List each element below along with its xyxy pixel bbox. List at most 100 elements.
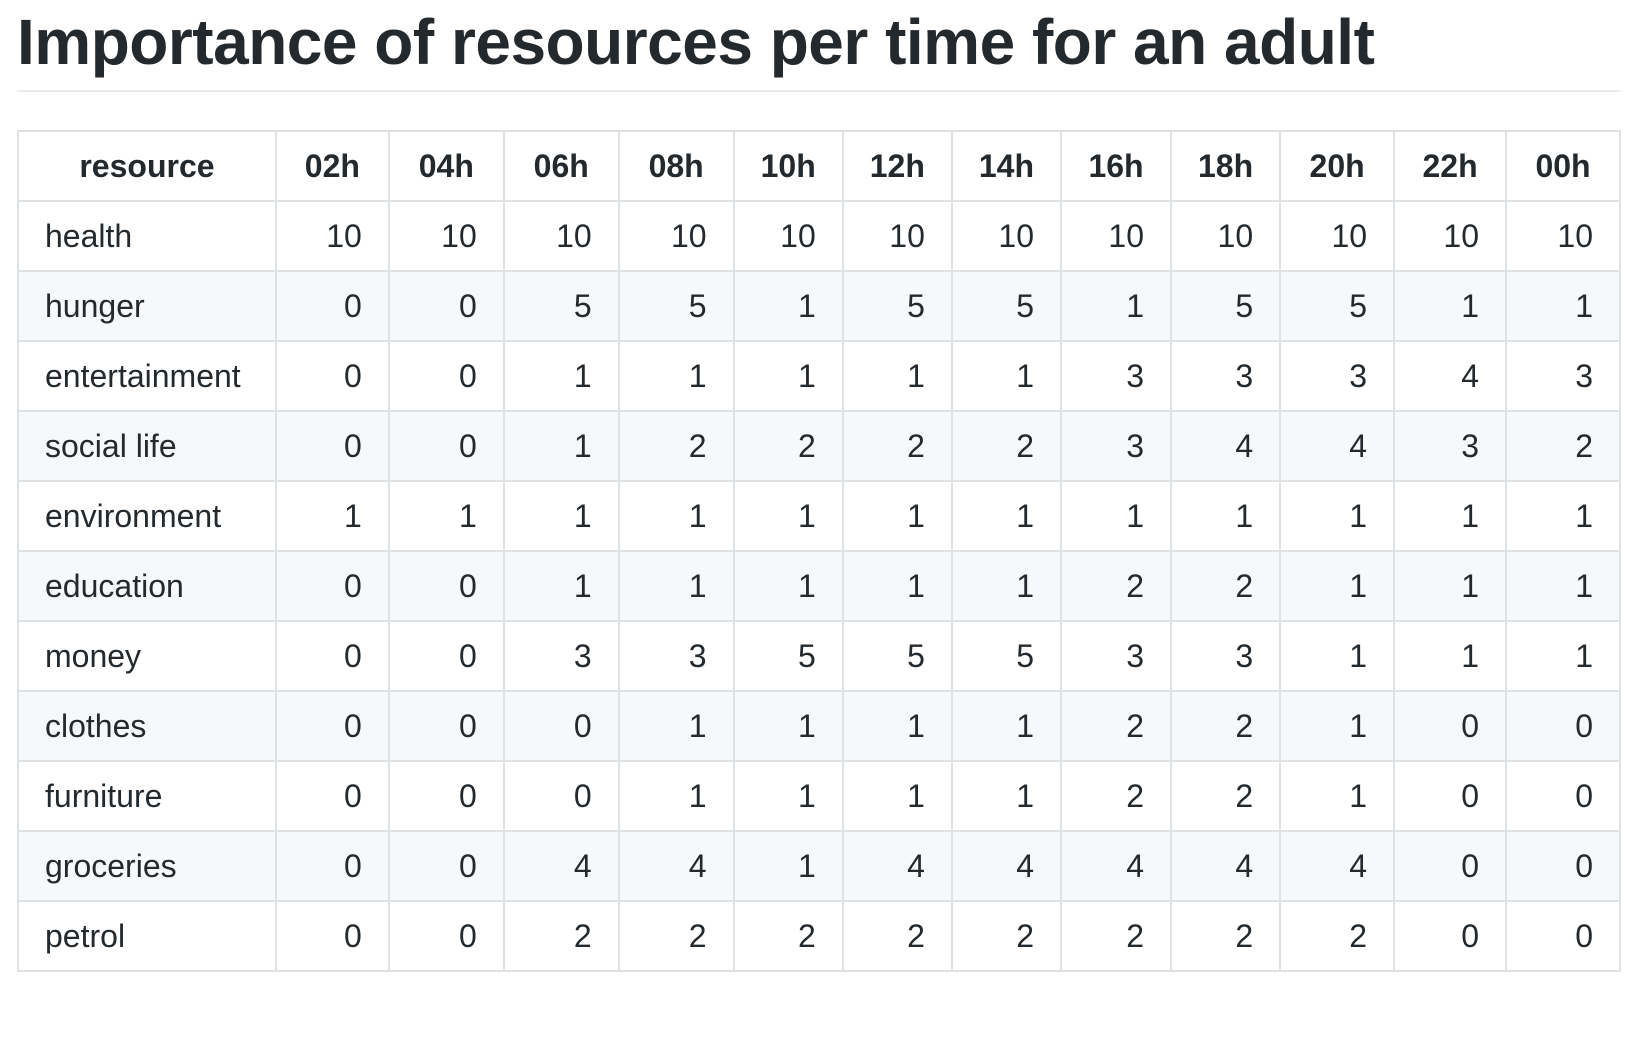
- importance-value-cell: 1: [502, 480, 620, 552]
- column-header-02h: 02h: [274, 130, 390, 202]
- importance-value-cell: 1: [841, 550, 953, 622]
- importance-value-cell: 5: [1169, 270, 1282, 342]
- importance-value-cell: 2: [732, 900, 844, 972]
- importance-value-cell: 1: [617, 340, 735, 412]
- importance-value-cell: 2: [1169, 900, 1282, 972]
- resource-name-cell: health: [17, 200, 277, 272]
- importance-value-cell: 1: [1060, 270, 1172, 342]
- column-header-00h: 00h: [1505, 130, 1621, 202]
- importance-value-cell: 1: [502, 550, 620, 622]
- table-row: furniture 0 0 0 1 1 1 1 2 2 1 0 0: [17, 760, 1621, 832]
- importance-value-cell: 4: [1169, 410, 1282, 482]
- column-header-08h: 08h: [617, 130, 735, 202]
- importance-value-cell: 0: [274, 760, 390, 832]
- importance-value-cell: 0: [274, 900, 390, 972]
- importance-value-cell: 5: [732, 620, 844, 692]
- importance-value-cell: 0: [274, 340, 390, 412]
- resource-name-cell: clothes: [17, 690, 277, 762]
- importance-value-cell: 0: [387, 760, 505, 832]
- table-body: health 10 10 10 10 10 10 10 10 10 10 10 10 hunger 0 0 5 5…: [17, 200, 1621, 972]
- page-title: Importance of resources per time for an …: [17, 0, 1621, 92]
- importance-value-cell: 1: [732, 760, 844, 832]
- importance-value-cell: 0: [387, 270, 505, 342]
- column-header-16h: 16h: [1060, 130, 1172, 202]
- importance-value-cell: 1: [1393, 270, 1508, 342]
- table-row: clothes 0 0 0 1 1 1 1 2 2 1 0 0: [17, 690, 1621, 762]
- importance-value-cell: 1: [502, 340, 620, 412]
- importance-value-cell: 1: [1393, 620, 1508, 692]
- resource-name-cell: groceries: [17, 830, 277, 902]
- importance-value-cell: 1: [1279, 480, 1396, 552]
- importance-value-cell: 0: [387, 620, 505, 692]
- table-row: social life 0 0 1 2 2 2 2 3 4 4 3 2: [17, 410, 1621, 482]
- importance-value-cell: 10: [841, 200, 953, 272]
- importance-value-cell: 2: [841, 410, 953, 482]
- table-row: entertainment 0 0 1 1 1 1 1 3 3 3 4 3: [17, 340, 1621, 412]
- importance-value-cell: 1: [1505, 480, 1621, 552]
- column-header-04h: 04h: [387, 130, 505, 202]
- document: Importance of resources per time for an …: [17, 0, 1621, 972]
- importance-value-cell: 1: [1393, 550, 1508, 622]
- importance-value-cell: 0: [274, 690, 390, 762]
- importance-value-cell: 3: [1393, 410, 1508, 482]
- importance-value-cell: 2: [1060, 900, 1172, 972]
- importance-value-cell: 4: [617, 830, 735, 902]
- column-header-18h: 18h: [1169, 130, 1282, 202]
- importance-value-cell: 1: [1505, 270, 1621, 342]
- importance-value-cell: 1: [732, 270, 844, 342]
- importance-value-cell: 1: [1279, 550, 1396, 622]
- table-row: health 10 10 10 10 10 10 10 10 10 10 10 10: [17, 200, 1621, 272]
- importance-value-cell: 1: [1505, 620, 1621, 692]
- importance-value-cell: 10: [950, 200, 1063, 272]
- importance-value-cell: 1: [1505, 550, 1621, 622]
- resource-name-cell: money: [17, 620, 277, 692]
- importance-value-cell: 3: [1169, 620, 1282, 692]
- importance-value-cell: 2: [502, 900, 620, 972]
- importance-value-cell: 1: [950, 690, 1063, 762]
- importance-value-cell: 0: [1393, 830, 1508, 902]
- importance-value-cell: 1: [950, 340, 1063, 412]
- table-row: money 0 0 3 3 5 5 5 3 3 1 1 1: [17, 620, 1621, 692]
- importance-value-cell: 2: [950, 900, 1063, 972]
- importance-value-cell: 1: [274, 480, 390, 552]
- importance-value-cell: 1: [841, 480, 953, 552]
- importance-value-cell: 1: [732, 690, 844, 762]
- importance-value-cell: 3: [1060, 620, 1172, 692]
- resource-name-cell: social life: [17, 410, 277, 482]
- importance-value-cell: 1: [841, 760, 953, 832]
- importance-value-cell: 0: [274, 550, 390, 622]
- importance-value-cell: 1: [950, 550, 1063, 622]
- importance-value-cell: 2: [617, 900, 735, 972]
- importance-value-cell: 2: [1060, 760, 1172, 832]
- importance-value-cell: 1: [617, 760, 735, 832]
- importance-value-cell: 3: [502, 620, 620, 692]
- importance-value-cell: 10: [1060, 200, 1172, 272]
- importance-value-cell: 2: [1169, 760, 1282, 832]
- importance-value-cell: 0: [387, 550, 505, 622]
- importance-value-cell: 0: [1505, 760, 1621, 832]
- importance-value-cell: 10: [1169, 200, 1282, 272]
- importance-value-cell: 2: [1505, 410, 1621, 482]
- importance-value-cell: 1: [617, 480, 735, 552]
- table-row: groceries 0 0 4 4 1 4 4 4 4 4 0 0: [17, 830, 1621, 902]
- table-row: hunger 0 0 5 5 1 5 5 1 5 5 1 1: [17, 270, 1621, 342]
- importance-value-cell: 2: [950, 410, 1063, 482]
- importance-value-cell: 3: [617, 620, 735, 692]
- importance-value-cell: 2: [1060, 550, 1172, 622]
- importance-value-cell: 10: [732, 200, 844, 272]
- column-header-06h: 06h: [502, 130, 620, 202]
- resource-name-cell: furniture: [17, 760, 277, 832]
- importance-value-cell: 1: [1393, 480, 1508, 552]
- importance-value-cell: 0: [1505, 690, 1621, 762]
- importance-value-cell: 0: [387, 900, 505, 972]
- importance-value-cell: 1: [617, 550, 735, 622]
- importance-value-cell: 0: [274, 830, 390, 902]
- importance-value-cell: 2: [1169, 550, 1282, 622]
- importance-value-cell: 1: [502, 410, 620, 482]
- importance-value-cell: 1: [617, 690, 735, 762]
- importance-value-cell: 5: [502, 270, 620, 342]
- importance-value-cell: 5: [841, 270, 953, 342]
- column-header-22h: 22h: [1393, 130, 1508, 202]
- importance-value-cell: 3: [1279, 340, 1396, 412]
- importance-value-cell: 3: [1060, 410, 1172, 482]
